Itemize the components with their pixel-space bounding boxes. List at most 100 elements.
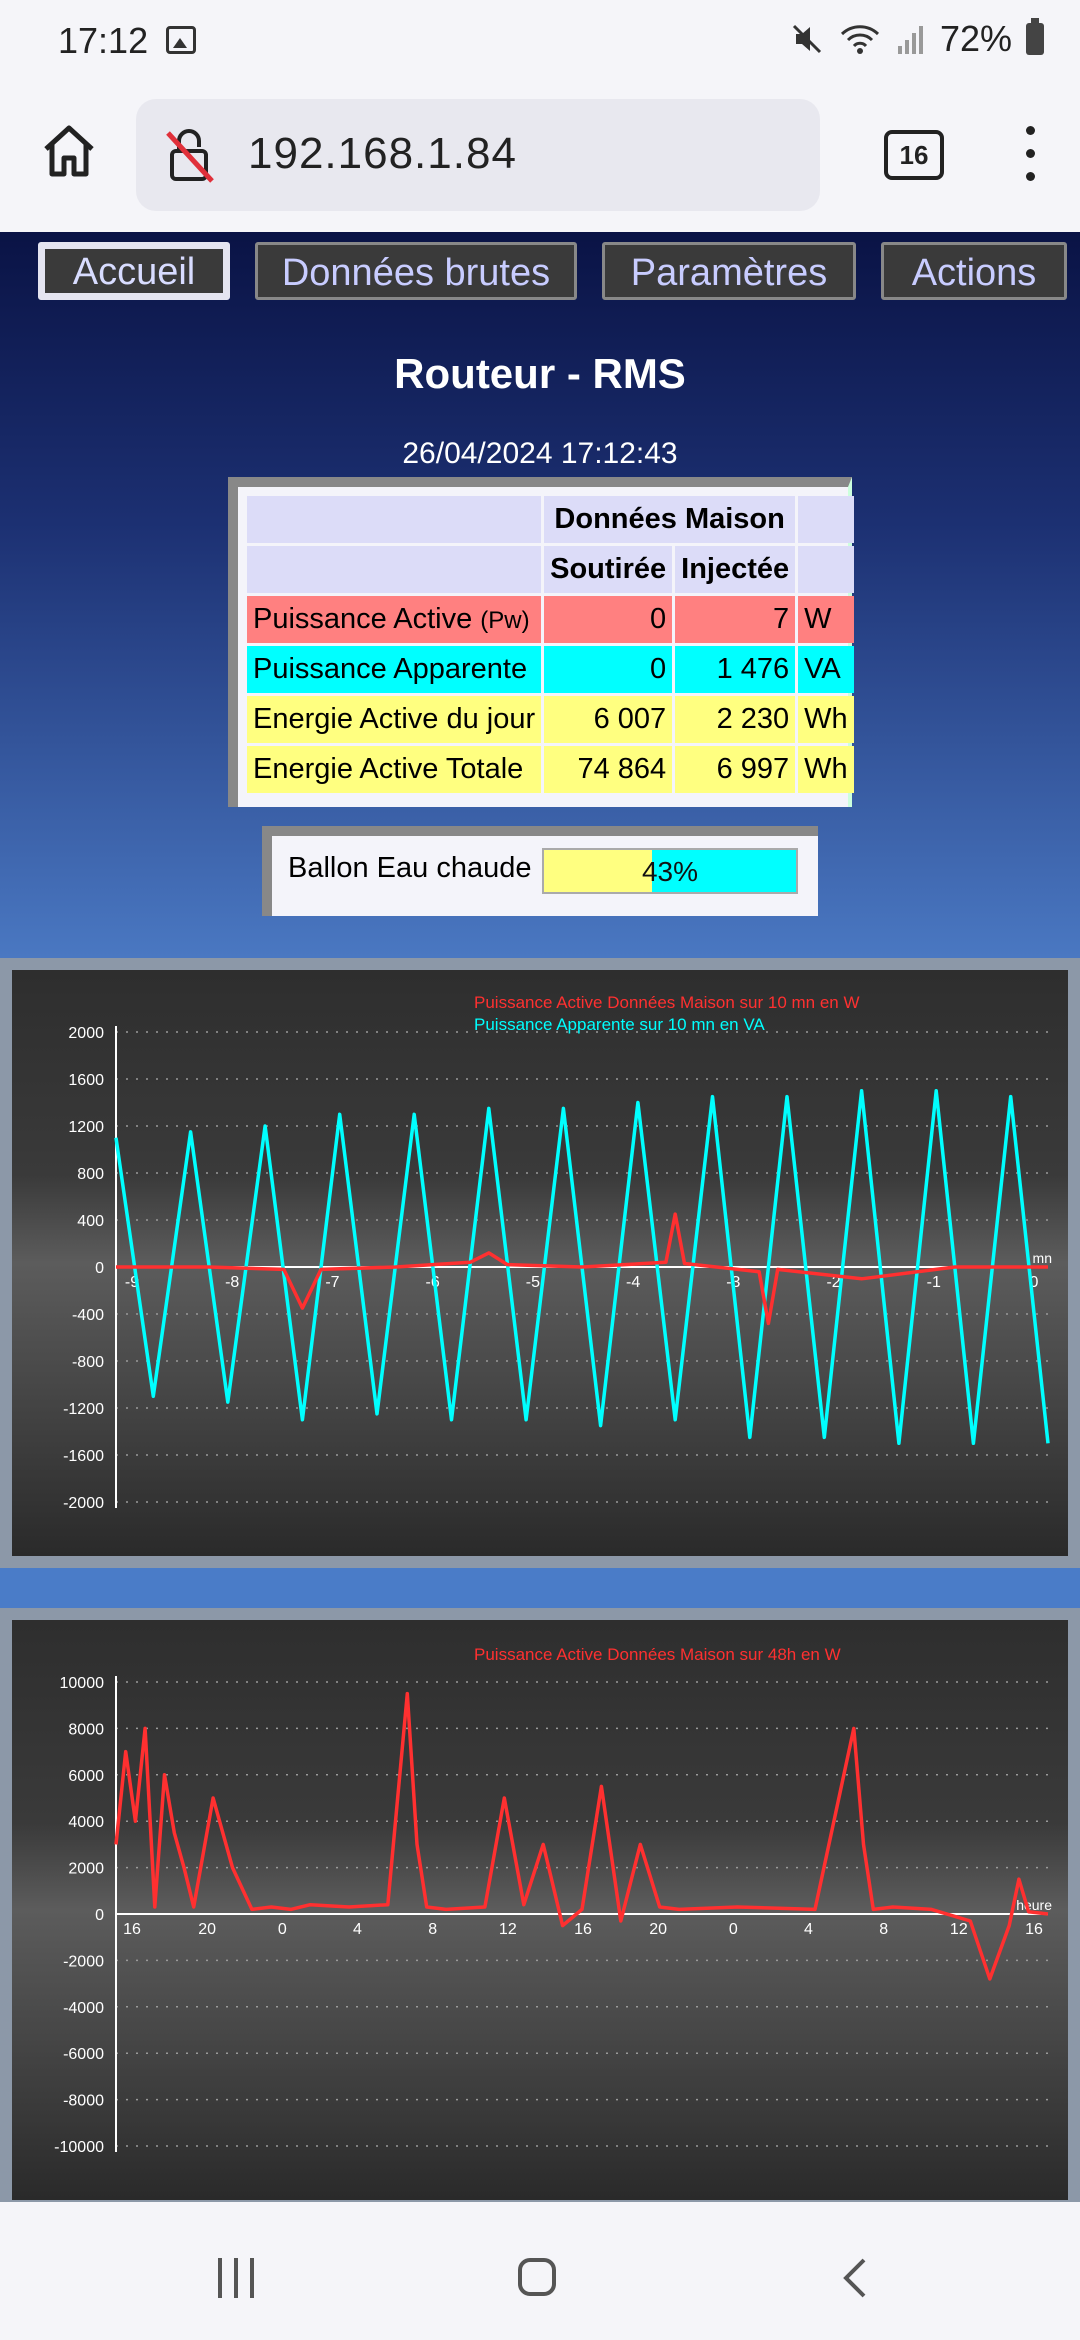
y-tick-label: 8000 bbox=[68, 1721, 104, 1738]
x-unit-label: heure bbox=[1016, 1897, 1052, 1913]
col-soutiree: Soutirée bbox=[544, 546, 673, 593]
chart-48h-panel: 10000 8000 6000 4000 2000 0 -2000 -4000 -6000 -80… bbox=[0, 1608, 1080, 2202]
y-tick-label: -1600 bbox=[63, 1448, 104, 1465]
wifi-icon bbox=[840, 25, 879, 54]
date-time: 26/04/2024 17:12:43 bbox=[402, 437, 678, 470]
series-line bbox=[114, 1691, 1049, 1981]
status-time: 17:12 bbox=[58, 20, 149, 61]
y-tick-label: 1600 bbox=[68, 1072, 104, 1089]
y-tick-label: -8000 bbox=[63, 2093, 104, 2110]
nav-accueil[interactable]: Accueil bbox=[38, 242, 230, 300]
table-row: Energie Active Totale 74 864 6 997 Wh bbox=[247, 746, 854, 793]
water-heater-gauge: 43% bbox=[542, 848, 798, 894]
col-injectee: Injectée bbox=[675, 546, 796, 593]
y-tick-label: 0 bbox=[95, 1907, 104, 1924]
legend-entry: Puissance Active Données Maison sur 48h … bbox=[474, 1645, 841, 1664]
y-tick-label: 400 bbox=[77, 1213, 104, 1230]
group-header: Données Maison bbox=[544, 496, 796, 543]
chart-48h: 1000080006000400020000-2000-4000-6000-80… bbox=[12, 1620, 1068, 2200]
row-label: Puissance Apparente bbox=[247, 646, 542, 693]
page-title: Routeur - RMS bbox=[394, 350, 686, 397]
tab-switcher-button[interactable]: 16 bbox=[884, 130, 944, 180]
legend-entry: Puissance Active Données Maison sur 10 m… bbox=[474, 993, 860, 1012]
back-button[interactable] bbox=[836, 2256, 876, 2300]
insecure-lock-icon[interactable] bbox=[164, 125, 220, 185]
row-label: Energie Active du jour bbox=[247, 696, 542, 743]
y-tick-label: -4000 bbox=[63, 2000, 104, 2017]
x-tick-label: -7 bbox=[325, 1274, 339, 1291]
x-tick-label: -8 bbox=[225, 1274, 239, 1291]
cell-unit: Wh bbox=[798, 746, 854, 793]
y-tick-label: 4000 bbox=[68, 1814, 104, 1831]
water-heater-panel: Ballon Eau chaude 43% bbox=[262, 826, 818, 916]
y-tick-label: 6000 bbox=[68, 1768, 104, 1785]
header-area: Accueil Données brutes Paramètres Action… bbox=[0, 232, 1080, 958]
x-tick-label: 12 bbox=[950, 1921, 968, 1938]
signal-icon bbox=[897, 26, 923, 54]
x-tick-label: 16 bbox=[574, 1921, 592, 1938]
table-row: Energie Active du jour 6 007 2 230 Wh bbox=[247, 696, 854, 743]
cell-unit: Wh bbox=[798, 696, 854, 743]
x-tick-label: 8 bbox=[428, 1921, 437, 1938]
y-tick-label: -6000 bbox=[63, 2046, 104, 2063]
x-tick-label: 0 bbox=[278, 1921, 287, 1938]
x-tick-label: 8 bbox=[879, 1921, 888, 1938]
browser-toolbar: 192.168.1.84 16 bbox=[0, 82, 1080, 232]
cell-soutiree: 6 007 bbox=[544, 696, 673, 743]
url-bar[interactable]: 192.168.1.84 bbox=[136, 99, 820, 211]
chart-background bbox=[12, 1620, 1068, 2200]
x-tick-label: 20 bbox=[649, 1921, 667, 1938]
cell-unit: W bbox=[798, 596, 854, 643]
x-tick-label: 20 bbox=[198, 1921, 216, 1938]
water-heater-label: Ballon Eau chaude bbox=[288, 852, 532, 884]
status-right: 72% bbox=[790, 18, 1044, 60]
row-label-suffix: (Pw) bbox=[480, 607, 530, 634]
cell-injectee: 2 230 bbox=[675, 696, 796, 743]
nav-donnees-brutes[interactable]: Données brutes bbox=[255, 242, 577, 300]
cell-injectee: 6 997 bbox=[675, 746, 796, 793]
x-tick-label: 16 bbox=[123, 1921, 141, 1938]
nav-actions[interactable]: Actions bbox=[881, 242, 1067, 300]
web-page: Accueil Données brutes Paramètres Action… bbox=[0, 232, 1080, 2202]
y-tick-label: -10000 bbox=[54, 2139, 104, 2156]
x-tick-label: -1 bbox=[927, 1274, 941, 1291]
status-bar: 17:12 72% bbox=[0, 0, 1080, 82]
cell-injectee: 7 bbox=[675, 596, 796, 643]
legend-entry: Puissance Apparente sur 10 mn en VA bbox=[474, 1015, 765, 1034]
gauge-fill bbox=[544, 850, 653, 892]
x-tick-label: 12 bbox=[499, 1921, 517, 1938]
y-tick-label: 0 bbox=[95, 1260, 104, 1277]
home-button[interactable] bbox=[518, 2258, 556, 2296]
system-navigation-bar bbox=[0, 2202, 1080, 2340]
nav-parametres[interactable]: Paramètres bbox=[602, 242, 856, 300]
y-tick-label: -800 bbox=[72, 1354, 104, 1371]
data-table: Données Maison Soutirée Injectée Puissan… bbox=[244, 493, 857, 796]
x-tick-label: 0 bbox=[1030, 1274, 1039, 1291]
chart-10min: 2000160012008004000-400-800-1200-1600-20… bbox=[12, 970, 1068, 1556]
home-icon[interactable] bbox=[40, 122, 98, 180]
mute-icon bbox=[792, 24, 821, 54]
browser-menu-icon[interactable] bbox=[1026, 126, 1036, 190]
row-label: Energie Active Totale bbox=[247, 746, 542, 793]
x-unit-label: mn bbox=[1033, 1250, 1052, 1266]
x-tick-label: 4 bbox=[804, 1921, 813, 1938]
cell-soutiree: 0 bbox=[544, 646, 673, 693]
cell-injectee: 1 476 bbox=[675, 646, 796, 693]
url-text[interactable]: 192.168.1.84 bbox=[248, 129, 517, 178]
gauge-percent: 43% bbox=[641, 856, 699, 887]
x-tick-label: -2 bbox=[826, 1274, 840, 1291]
cell-unit: VA bbox=[798, 646, 854, 693]
chart-10min-panel: 2000 1600 1200 800 400 0 -400 -800 -1200 -1600 -20… bbox=[0, 958, 1080, 1568]
recents-button[interactable] bbox=[218, 2258, 258, 2298]
y-tick-label: 800 bbox=[77, 1166, 104, 1183]
chart-background bbox=[12, 970, 1068, 1556]
x-tick-label: -5 bbox=[526, 1274, 540, 1291]
series-line bbox=[116, 1212, 1048, 1326]
y-tick-label: -1200 bbox=[63, 1401, 104, 1418]
y-tick-label: -400 bbox=[72, 1307, 104, 1324]
y-tick-label: -2000 bbox=[63, 1495, 104, 1512]
row-label: Puissance Active bbox=[253, 603, 473, 635]
x-tick-label: 16 bbox=[1025, 1921, 1043, 1938]
x-tick-label: -4 bbox=[626, 1274, 640, 1291]
y-tick-label: 2000 bbox=[68, 1025, 104, 1042]
